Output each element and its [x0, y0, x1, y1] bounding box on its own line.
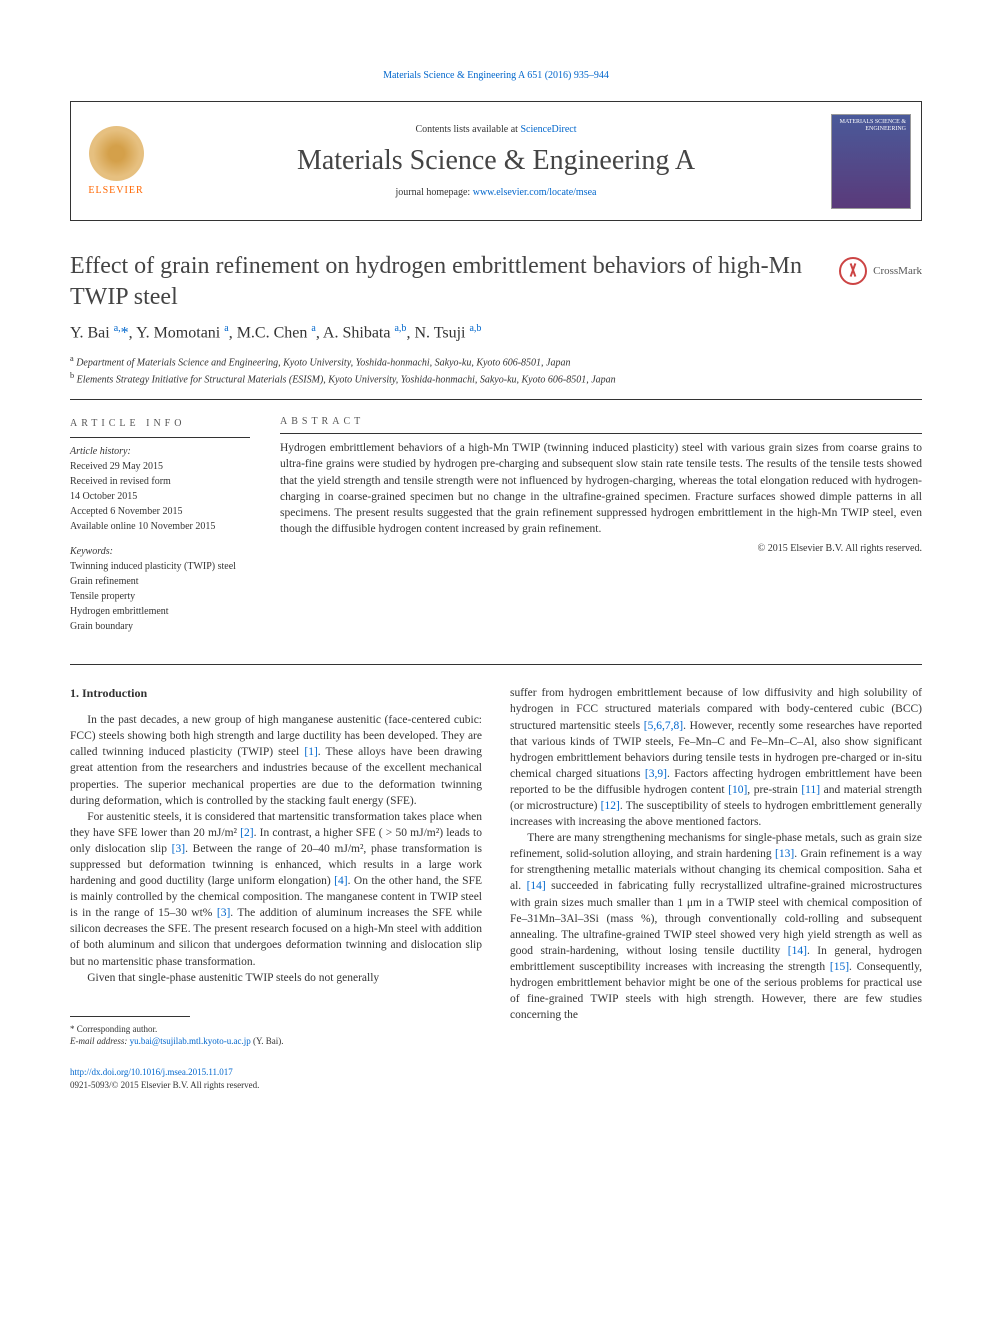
ref-12[interactable]: [12] [601, 800, 620, 812]
crossmark-icon [839, 257, 867, 285]
footnote-rule [70, 1016, 190, 1017]
ref-15[interactable]: [15] [830, 961, 849, 973]
homepage-link[interactable]: www.elsevier.com/locate/msea [473, 187, 597, 198]
abstract-text: Hydrogen embrittlement behaviors of a hi… [280, 440, 922, 537]
ref-13[interactable]: [13] [775, 848, 794, 860]
journal-cover-text: MATERIALS SCIENCE & ENGINEERING [832, 119, 906, 133]
ref-1[interactable]: [1] [304, 746, 317, 758]
affiliations: a Department of Materials Science and En… [70, 353, 922, 388]
authors-line: Y. Bai a,*, Y. Momotani a, M.C. Chen a, … [70, 323, 922, 342]
ref-3b[interactable]: [3] [217, 907, 230, 919]
section-1-head: 1. Introduction [70, 685, 482, 702]
contents-prefix: Contents lists available at [415, 124, 520, 135]
corresponding-author: * Corresponding author. [70, 1023, 482, 1036]
keyword-item: Tensile property [70, 589, 250, 604]
homepage-line: journal homepage: www.elsevier.com/locat… [171, 187, 821, 198]
author-email-link[interactable]: yu.bai@tsujilab.mtl.kyoto-u.ac.jp [130, 1036, 251, 1046]
affiliation-a: a Department of Materials Science and En… [70, 353, 922, 370]
article-title: Effect of grain refinement on hydrogen e… [70, 251, 824, 313]
keyword-item: Twinning induced plasticity (TWIP) steel [70, 559, 250, 574]
ref-14[interactable]: [14] [527, 880, 546, 892]
col2-p1: suffer from hydrogen embrittlement becau… [510, 685, 922, 830]
journal-header-box: ELSEVIER Contents lists available at Sci… [70, 101, 922, 221]
rule-abstract [280, 433, 922, 434]
ref-3[interactable]: [3] [172, 843, 185, 855]
revised-line: Received in revised form 14 October 2015 [70, 474, 250, 504]
abstract-copyright: © 2015 Elsevier B.V. All rights reserved… [280, 543, 922, 554]
keyword-item: Grain boundary [70, 619, 250, 634]
abstract-block: ABSTRACT Hydrogen embrittlement behavior… [280, 416, 922, 634]
keyword-item: Grain refinement [70, 574, 250, 589]
crossmark-label: CrossMark [873, 265, 922, 277]
crossmark-badge[interactable]: CrossMark [839, 257, 922, 285]
ref-4[interactable]: [4] [334, 875, 347, 887]
ref-14b[interactable]: [14] [788, 945, 807, 957]
body-columns: 1. Introduction In the past decades, a n… [70, 685, 922, 1091]
issn-line: 0921-5093/© 2015 Elsevier B.V. All right… [70, 1079, 482, 1092]
ref-3-9[interactable]: [3,9] [645, 768, 667, 780]
intro-p1: In the past decades, a new group of high… [70, 712, 482, 809]
col2-p2: There are many strengthening mechanisms … [510, 830, 922, 1023]
intro-p2: For austenitic steels, it is considered … [70, 809, 482, 970]
contents-line: Contents lists available at ScienceDirec… [171, 124, 821, 135]
homepage-prefix: journal homepage: [396, 187, 473, 198]
running-header: Materials Science & Engineering A 651 (2… [70, 70, 922, 81]
ref-2[interactable]: [2] [240, 827, 253, 839]
rule-above-info [70, 399, 922, 400]
footnotes: * Corresponding author. E-mail address: … [70, 1023, 482, 1048]
column-right: suffer from hydrogen embrittlement becau… [510, 685, 922, 1091]
sciencedirect-link[interactable]: ScienceDirect [520, 124, 576, 135]
column-left: 1. Introduction In the past decades, a n… [70, 685, 482, 1091]
rule-below-abstract [70, 664, 922, 665]
received-line: Received 29 May 2015 [70, 459, 250, 474]
history-head: Article history: [70, 444, 250, 459]
ref-5-8[interactable]: [5,6,7,8] [644, 720, 683, 732]
elsevier-logo: ELSEVIER [71, 102, 161, 220]
rule-info [70, 437, 250, 438]
journal-cover-thumbnail: MATERIALS SCIENCE & ENGINEERING [831, 114, 911, 209]
keywords-list: Twinning induced plasticity (TWIP) steel… [70, 559, 250, 634]
doi-block: http://dx.doi.org/10.1016/j.msea.2015.11… [70, 1066, 482, 1091]
keyword-item: Hydrogen embrittlement [70, 604, 250, 619]
journal-name: Materials Science & Engineering A [171, 145, 821, 177]
online-line: Available online 10 November 2015 [70, 519, 250, 534]
affiliation-b: b Elements Strategy Initiative for Struc… [70, 370, 922, 387]
journal-center: Contents lists available at ScienceDirec… [161, 114, 831, 208]
ref-10[interactable]: [10] [728, 784, 747, 796]
doi-link[interactable]: http://dx.doi.org/10.1016/j.msea.2015.11… [70, 1067, 233, 1077]
keywords-head: Keywords: [70, 544, 250, 559]
accepted-line: Accepted 6 November 2015 [70, 504, 250, 519]
article-info-block: ARTICLE INFO Article history: Received 2… [70, 416, 250, 634]
elsevier-label: ELSEVIER [88, 185, 143, 196]
article-info-head: ARTICLE INFO [70, 416, 250, 431]
intro-p3: Given that single-phase austenitic TWIP … [70, 970, 482, 986]
abstract-head: ABSTRACT [280, 416, 922, 427]
ref-11[interactable]: [11] [801, 784, 820, 796]
elsevier-tree-icon [89, 126, 144, 181]
email-line: E-mail address: yu.bai@tsujilab.mtl.kyot… [70, 1035, 482, 1048]
